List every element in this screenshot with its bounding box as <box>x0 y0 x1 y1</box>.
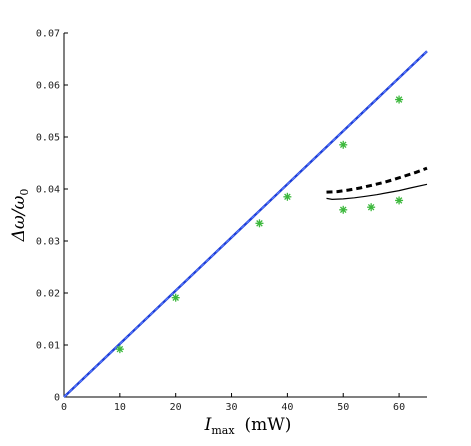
x-axis-label-unit: (mW) <box>245 415 292 435</box>
x-axis-label-sub: max <box>211 424 235 437</box>
green-star-stroke <box>339 206 347 214</box>
axes: 0 10 20 30 40 50 60 0 0.01 0.02 0.03 0.04 0.05 0.06 0.… <box>36 29 427 413</box>
x-tick-label: 10 <box>114 402 126 413</box>
green-star-marker <box>395 196 404 205</box>
green-star-stroke <box>256 220 263 227</box>
green-star-stroke <box>172 294 179 301</box>
green-star-stroke <box>395 197 403 204</box>
black-dashed-curve <box>326 166 428 194</box>
y-tick-label: 0.05 <box>36 133 60 144</box>
green-star-marker <box>255 219 264 228</box>
blue-fit-line <box>63 50 428 398</box>
green-star-stroke <box>367 203 375 211</box>
x-tick-label: 30 <box>226 402 238 413</box>
x-tick-label: 60 <box>393 402 405 413</box>
green-star-marker <box>395 95 404 104</box>
labels: Imax (mW) Δω/ω0 <box>9 189 291 437</box>
y-tick-label: 0.01 <box>36 341 60 352</box>
green-star-stroke <box>284 193 291 201</box>
green-star-marker <box>339 140 348 149</box>
y-tick-label: 0.04 <box>36 185 60 196</box>
green-star-marker <box>115 345 124 354</box>
y-tick-label: 0.02 <box>36 289 60 300</box>
green-star-marker <box>171 293 180 302</box>
y-axis-label-sub: 0 <box>18 189 31 196</box>
x-tick-label: 40 <box>281 402 293 413</box>
y-tick-label: 0.07 <box>36 29 60 40</box>
green-star-stroke <box>116 345 124 353</box>
y-tick-label: 0.06 <box>36 81 60 92</box>
green-star-stroke <box>395 96 403 103</box>
black-solid-curve <box>326 183 428 201</box>
x-tick-label: 0 <box>61 402 67 413</box>
y-axis-label: Δω/ω0 <box>9 189 31 243</box>
x-axis-label-main: I <box>204 415 212 435</box>
green-star-stroke <box>339 141 347 149</box>
series-layer <box>63 50 428 398</box>
y-axis-label-main: Δω/ω <box>9 196 29 243</box>
y-tick-label: 0.03 <box>36 237 60 248</box>
green-star-marker <box>367 203 376 212</box>
x-axis-label: Imax (mW) <box>204 415 292 437</box>
x-tick-label: 20 <box>170 402 182 413</box>
green-star-marker <box>283 192 292 201</box>
green-star-marker <box>339 205 348 214</box>
x-tick-label: 50 <box>337 402 349 413</box>
y-tick-label: 0 <box>54 393 60 404</box>
